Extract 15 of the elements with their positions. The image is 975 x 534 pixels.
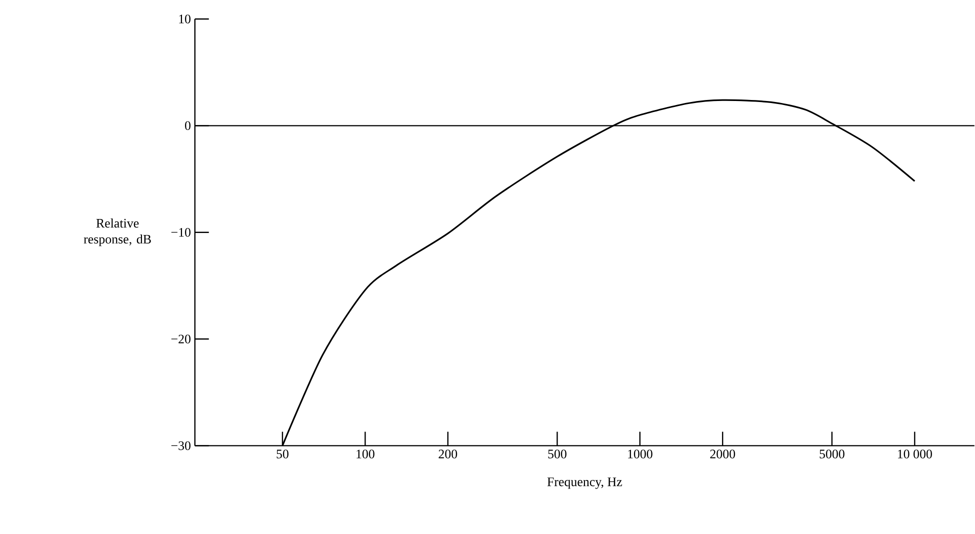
y-tick-label: 10 (179, 14, 190, 24)
x-tick-label: 50 (276, 450, 288, 459)
x-tick-label: 10 000 (898, 450, 932, 459)
x-tick-label: 5000 (820, 450, 844, 459)
x-tick-label: 1000 (628, 450, 652, 459)
y-tick-label: −10 (171, 228, 190, 237)
x-tick-label: 200 (438, 450, 458, 459)
y-axis-title: Relative response, dB (84, 218, 151, 246)
y-tick-label: −20 (171, 334, 190, 344)
y-tick-label: 0 (185, 121, 190, 130)
x-axis-title: Frequency, Hz (547, 478, 622, 490)
y-tick-label: −30 (171, 442, 190, 450)
x-tick-label: 500 (548, 450, 566, 459)
x-tick-label: 100 (356, 450, 374, 459)
x-tick-label: 2000 (710, 450, 736, 459)
